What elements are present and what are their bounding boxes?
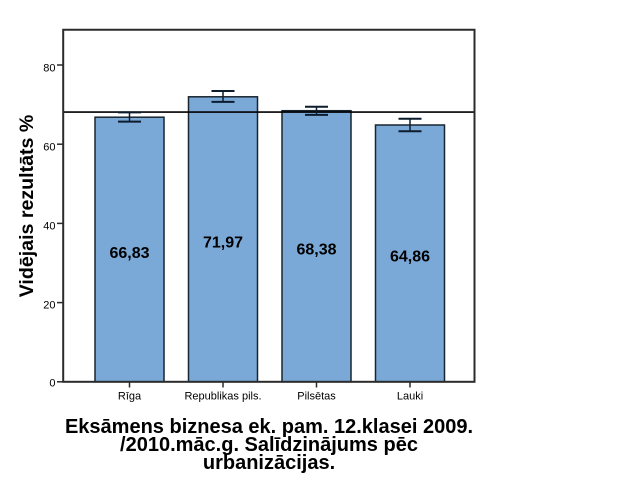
svg-text:Eksāmens biznesa ek. pam. 12.k: Eksāmens biznesa ek. pam. 12.klasei 2009… [65,416,473,438]
svg-text:64,86: 64,86 [390,249,430,266]
svg-text:0: 0 [49,378,55,390]
svg-text:Lauki: Lauki [397,391,423,403]
svg-text:Vidējais rezultāts %: Vidējais rezultāts % [16,115,38,298]
svg-text:20: 20 [43,300,55,312]
svg-text:40: 40 [43,221,55,233]
svg-text:60: 60 [43,141,55,153]
svg-text:Pilsētas: Pilsētas [297,391,336,403]
svg-text:68,38: 68,38 [296,242,336,259]
svg-text:urbanizācijas.: urbanizācijas. [203,452,335,474]
svg-text:80: 80 [43,62,55,74]
svg-text:/2010.māc.g. Salīdzinājums pēc: /2010.māc.g. Salīdzinājums pēc [120,434,418,456]
svg-text:Republikas pils.: Republikas pils. [184,391,261,403]
svg-text:71,97: 71,97 [203,235,243,252]
svg-text:Rīga: Rīga [118,391,142,403]
svg-text:66,83: 66,83 [109,245,149,262]
